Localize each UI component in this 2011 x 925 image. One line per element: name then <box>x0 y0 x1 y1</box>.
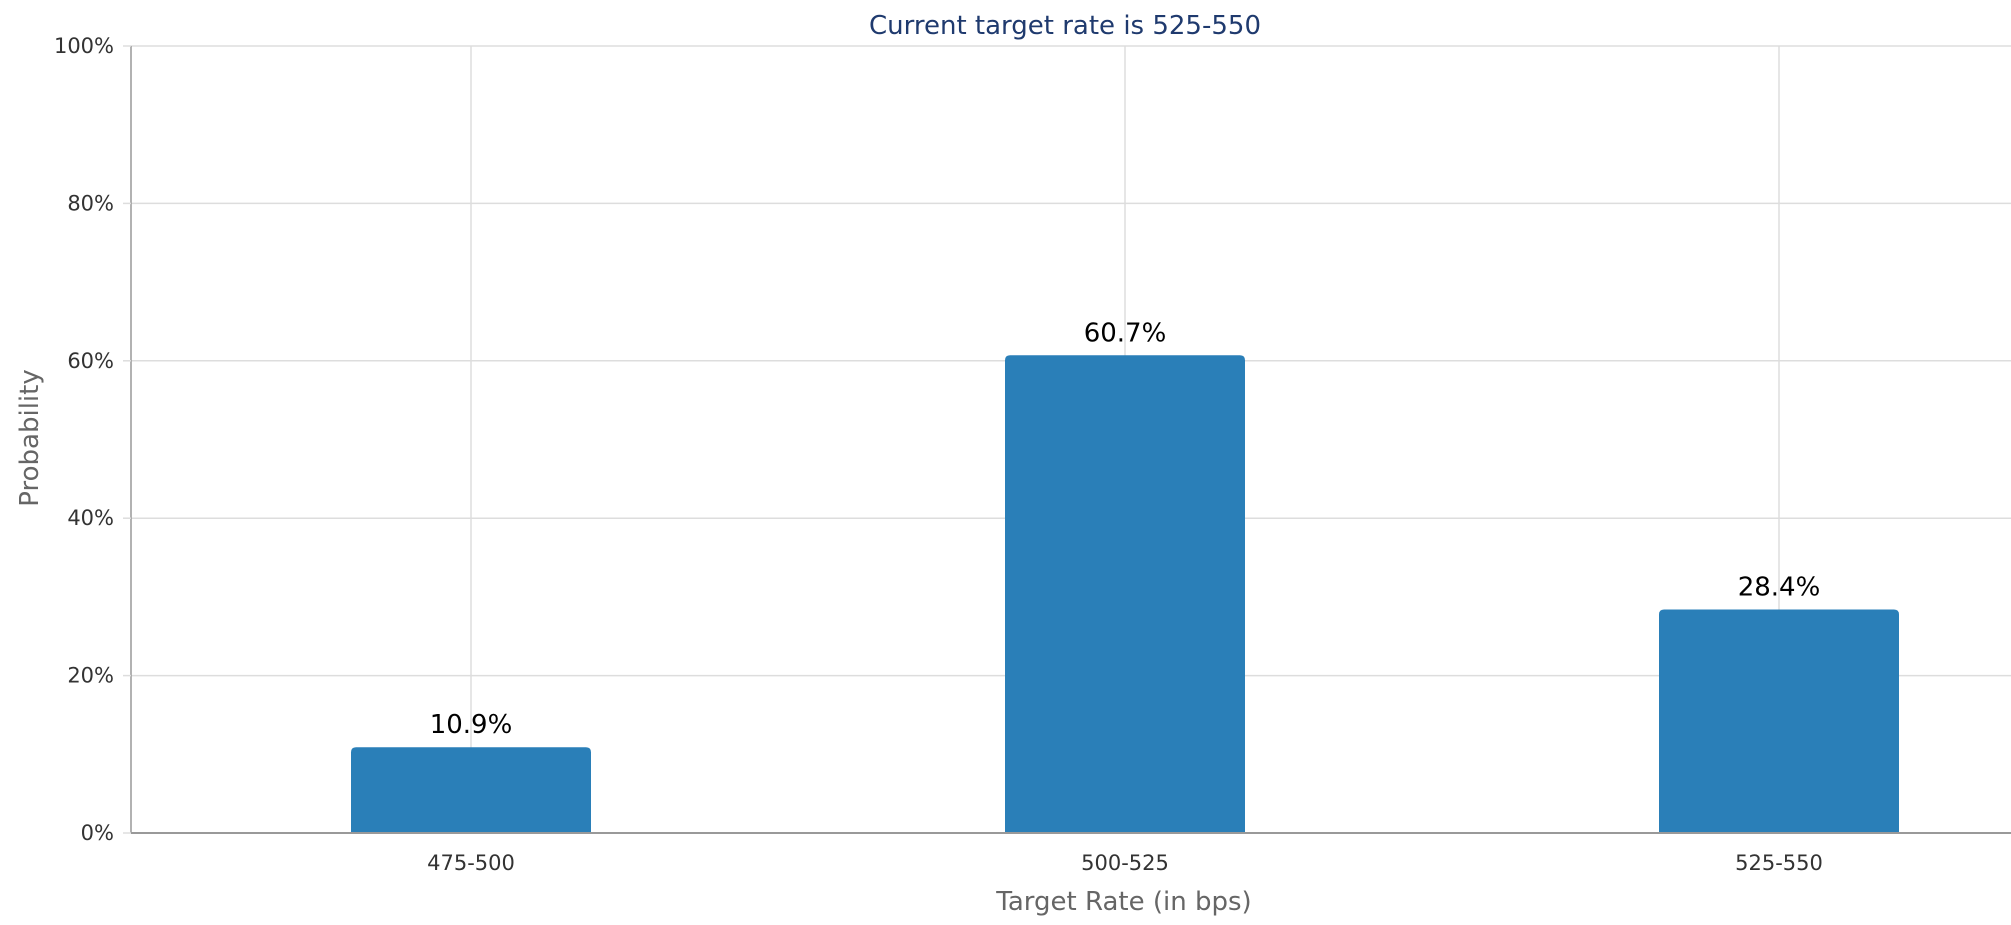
x-tick-label: 500-525 <box>1081 851 1169 875</box>
y-axis-label: Probability <box>15 369 45 506</box>
y-tick-label: 0% <box>81 821 114 845</box>
bar <box>1005 355 1245 833</box>
y-tick-label: 60% <box>67 349 114 373</box>
bar-data-label: 28.4% <box>1738 572 1821 602</box>
y-tick-label: 40% <box>67 506 114 530</box>
x-axis-label: Target Rate (in bps) <box>995 887 1251 917</box>
bars-layer <box>351 355 1899 833</box>
x-tick-label: 525-550 <box>1735 851 1823 875</box>
bar-data-label: 10.9% <box>430 710 513 740</box>
bar-data-label: 60.7% <box>1084 318 1167 348</box>
axis-layer <box>123 45 2011 834</box>
y-tick-label: 100% <box>54 34 114 58</box>
bar <box>1659 609 1899 833</box>
chart-title: Current target rate is 525-550 <box>869 11 1261 41</box>
labels-layer: 0% 20% 40% 60% 80% 100% 475-500 500-525 525-550 1… <box>54 34 1823 875</box>
y-tick-label: 80% <box>67 191 114 215</box>
bar <box>351 747 591 833</box>
x-tick-label: 475-500 <box>427 851 515 875</box>
y-tick-label: 20% <box>67 664 114 688</box>
